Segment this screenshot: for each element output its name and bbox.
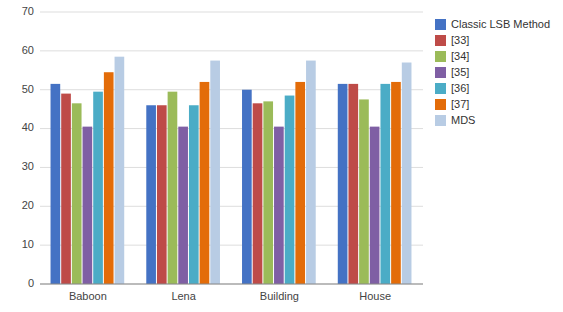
bar xyxy=(115,57,125,284)
chart: 0 10 20 30 40 50 60 70 Baboon Lena Building House Cl… xyxy=(0,0,563,312)
grid-line xyxy=(40,50,423,51)
bar xyxy=(359,99,369,284)
legend-swatch xyxy=(435,115,446,126)
bar xyxy=(370,127,380,284)
x-tick-label: Baboon xyxy=(69,290,107,302)
y-tick-label: 60 xyxy=(22,44,34,56)
bar xyxy=(348,84,358,284)
y-tick-label: 10 xyxy=(22,238,34,250)
x-axis-line xyxy=(40,284,423,285)
y-tick-label: 0 xyxy=(28,277,34,289)
bar xyxy=(242,90,252,284)
legend-label: [33] xyxy=(451,34,469,46)
legend-label: Classic LSB Method xyxy=(451,18,550,30)
bar xyxy=(402,63,412,284)
legend-label: [36] xyxy=(451,82,469,94)
legend-swatch xyxy=(435,99,446,110)
bar xyxy=(380,84,390,284)
legend-swatch xyxy=(435,67,446,78)
bar xyxy=(295,82,305,284)
legend-label: [34] xyxy=(451,50,469,62)
legend-swatch xyxy=(435,19,446,30)
bar xyxy=(104,72,114,284)
bar xyxy=(253,103,263,284)
legend-label: MDS xyxy=(451,114,475,126)
bar xyxy=(157,105,167,284)
bar xyxy=(189,105,199,284)
x-tick-label: Lena xyxy=(171,290,196,302)
bar xyxy=(93,92,103,284)
x-tick-label: House xyxy=(359,290,391,302)
legend-label: [37] xyxy=(451,98,469,110)
y-tick-label: 30 xyxy=(22,160,34,172)
bar xyxy=(178,127,188,284)
x-tick-label: Building xyxy=(260,290,299,302)
y-tick-label: 70 xyxy=(22,5,34,17)
bar xyxy=(274,127,284,284)
bar xyxy=(72,103,82,284)
y-axis: 0 10 20 30 40 50 60 70 xyxy=(22,5,423,289)
bar xyxy=(263,101,273,284)
legend-label: [35] xyxy=(451,66,469,78)
y-tick-label: 50 xyxy=(22,83,34,95)
bar xyxy=(61,94,71,284)
bar xyxy=(210,61,220,284)
bar xyxy=(338,84,348,284)
legend-swatch xyxy=(435,51,446,62)
bar xyxy=(391,82,401,284)
bar xyxy=(306,61,316,284)
grid-line xyxy=(40,12,423,13)
bar xyxy=(83,127,93,284)
legend-swatch xyxy=(435,35,446,46)
y-tick-label: 40 xyxy=(22,121,34,133)
bar xyxy=(51,84,61,284)
bar xyxy=(200,82,210,284)
bar xyxy=(285,96,295,284)
grid-line xyxy=(40,284,423,285)
legend: Classic LSB Method [33] [34] [35] [36] [37] MD… xyxy=(435,18,550,126)
bar xyxy=(146,105,156,284)
y-tick-label: 20 xyxy=(22,199,34,211)
bars xyxy=(51,57,412,284)
bar xyxy=(168,92,178,284)
x-axis: Baboon Lena Building House xyxy=(40,284,423,302)
grid-line xyxy=(40,89,423,90)
legend-swatch xyxy=(435,83,446,94)
